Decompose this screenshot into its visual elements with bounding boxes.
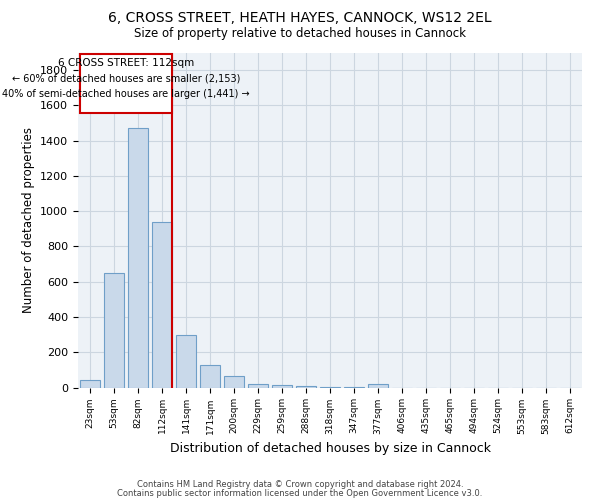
- Bar: [128, 128, 148, 388]
- Bar: [248, 384, 268, 388]
- X-axis label: Distribution of detached houses by size in Cannock: Distribution of detached houses by size …: [170, 442, 491, 455]
- Bar: [344, 387, 364, 388]
- Bar: [320, 386, 340, 388]
- Text: 6 CROSS STREET: 112sqm: 6 CROSS STREET: 112sqm: [58, 58, 194, 68]
- Text: 40% of semi-detached houses are larger (1,441) →: 40% of semi-detached houses are larger (…: [2, 89, 250, 99]
- Text: ← 60% of detached houses are smaller (2,153): ← 60% of detached houses are smaller (2,…: [12, 73, 240, 83]
- Bar: [368, 384, 388, 388]
- Bar: [80, 380, 100, 388]
- Text: Contains HM Land Registry data © Crown copyright and database right 2024.: Contains HM Land Registry data © Crown c…: [137, 480, 463, 489]
- FancyBboxPatch shape: [80, 54, 172, 114]
- Text: 6, CROSS STREET, HEATH HAYES, CANNOCK, WS12 2EL: 6, CROSS STREET, HEATH HAYES, CANNOCK, W…: [108, 11, 492, 25]
- Bar: [272, 386, 292, 388]
- Bar: [200, 364, 220, 388]
- Bar: [224, 376, 244, 388]
- Text: Contains public sector information licensed under the Open Government Licence v3: Contains public sector information licen…: [118, 488, 482, 498]
- Bar: [152, 222, 172, 388]
- Bar: [104, 273, 124, 388]
- Bar: [296, 386, 316, 388]
- Bar: [176, 336, 196, 388]
- Y-axis label: Number of detached properties: Number of detached properties: [22, 127, 35, 313]
- Text: Size of property relative to detached houses in Cannock: Size of property relative to detached ho…: [134, 28, 466, 40]
